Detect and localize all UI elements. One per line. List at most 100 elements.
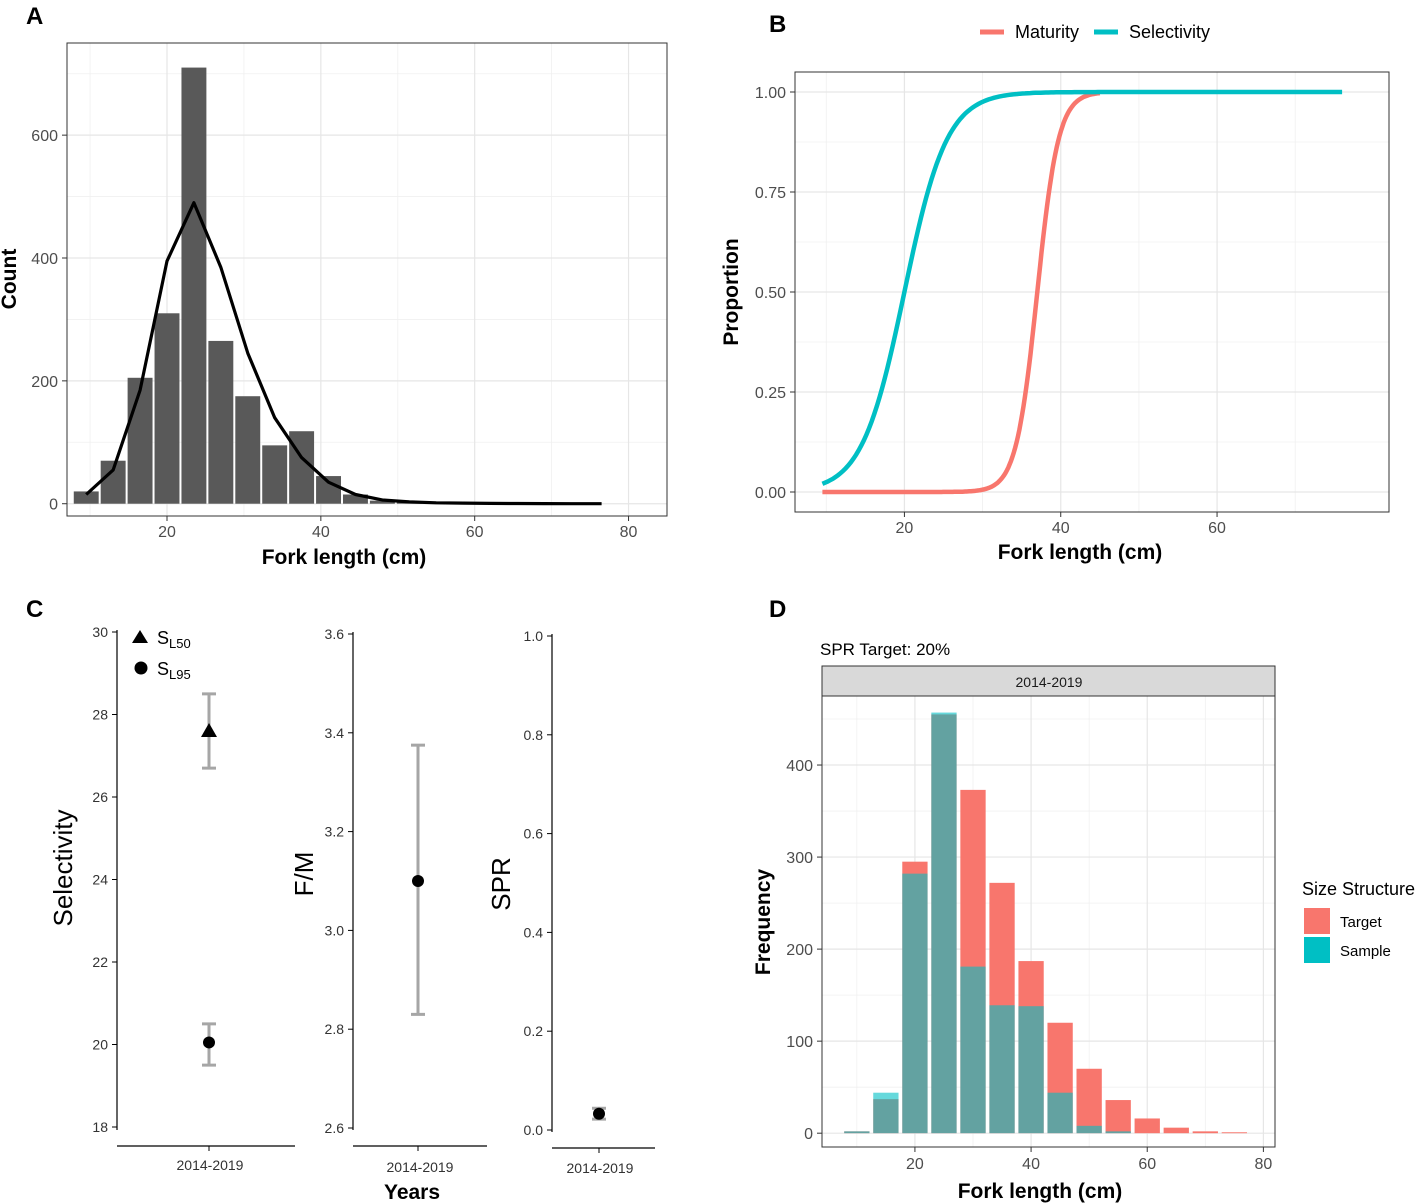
x-tick-label: 40 (312, 524, 330, 541)
y-tick-label: 0.25 (755, 385, 786, 402)
histogram-bar (208, 340, 234, 504)
legend-sample-key (1304, 937, 1330, 963)
histogram-bar (369, 500, 395, 504)
panel-b: Maturity Selectivity 20 40 60 0.00 0.25 0.50 0… (720, 22, 1390, 564)
histogram-bar (73, 491, 99, 504)
x-tick-label: 80 (620, 524, 638, 541)
y-tick-label: 0.2 (524, 1023, 544, 1039)
y-tick-label: 600 (31, 128, 58, 145)
y-tick-label: 3.2 (325, 824, 345, 840)
panel-a-xlabel: Fork length (cm) (262, 546, 427, 569)
y-tick-label: 1.0 (524, 628, 544, 644)
y-tick-label: 28 (92, 707, 108, 723)
sample-bar (989, 1005, 1015, 1134)
c2-points (411, 743, 425, 1016)
x-tick-label: 60 (1138, 1156, 1156, 1173)
panel-d-xlabel: Fork length (cm) (958, 1180, 1123, 1203)
y-tick-label: 2.6 (325, 1120, 345, 1136)
sample-bar (931, 712, 957, 1134)
point-spr (593, 1107, 605, 1120)
y-tick-label: 22 (92, 954, 108, 970)
c2-xlabel: Years (384, 1181, 440, 1203)
legend-target-key (1304, 908, 1330, 934)
y-tick-label: 0.8 (524, 727, 544, 743)
panel-a-border (66, 42, 668, 517)
legend-target-label: Target (1340, 914, 1383, 931)
y-tick-label: 0.50 (755, 285, 786, 302)
legend-sl95-label: SL95 (157, 659, 191, 682)
c1-ylabel: Selectivity (48, 809, 78, 926)
y-tick-label: 0.6 (524, 826, 544, 842)
y-tick-label: 1.00 (755, 85, 786, 102)
c1-ticks: 18 20 22 24 26 28 30 (92, 624, 210, 1151)
target-bar (1163, 1127, 1189, 1134)
legend-sl50-label: SL50 (157, 628, 191, 651)
c3-points (592, 1106, 606, 1121)
sample-bar (1076, 1125, 1102, 1134)
target-bar (1134, 1118, 1160, 1134)
panel-d-legend-title: Size Structure (1302, 879, 1415, 899)
sample-bar (1105, 1131, 1131, 1134)
panel-c-selectivity: 18 20 22 24 26 28 30 2014-2019 Selectivity SL5… (48, 624, 295, 1173)
panel-letter-b: B (769, 11, 786, 38)
y-tick-label: 300 (786, 850, 813, 867)
y-tick-label: 24 (92, 872, 108, 888)
point-fm (412, 875, 424, 887)
histogram-bar (343, 494, 368, 504)
panel-letter-a: A (26, 3, 43, 30)
y-tick-label: 18 (92, 1119, 108, 1135)
panel-b-ticks: 20 40 60 0.00 0.25 0.50 0.75 1.00 (755, 85, 1226, 537)
y-tick-label: 30 (92, 624, 108, 640)
c1-points (201, 692, 217, 1067)
x-tick-label: 20 (896, 520, 914, 537)
panel-c-fm: 2.6 2.8 3.0 3.2 3.4 3.6 2014-2019 Years F/M (289, 626, 487, 1203)
panel-d-border (821, 695, 1276, 1148)
panel-d-title: SPR Target: 20% (820, 640, 950, 659)
y-tick-label: 200 (31, 374, 58, 391)
y-tick-label: 0.00 (755, 485, 786, 502)
c3-ticks: 0.0 0.2 0.4 0.6 0.8 1.0 (524, 628, 600, 1153)
histogram-bar (181, 67, 207, 504)
panel-d-ticks: 20 40 60 80 0 100 200 300 400 (786, 758, 1272, 1173)
sample-bar (1018, 1006, 1044, 1134)
panel-a-ticks: 20 40 60 80 0 200 400 600 (31, 128, 637, 541)
target-bar (1192, 1131, 1218, 1134)
y-tick-label: 20 (92, 1037, 108, 1053)
target-bar (1105, 1100, 1131, 1134)
x-tick-label: 60 (1208, 520, 1226, 537)
panel-d-bars (844, 712, 1247, 1134)
y-tick-label: 0.75 (755, 185, 786, 202)
x-tick-label: 80 (1254, 1156, 1272, 1173)
x-tick-label: 40 (1052, 520, 1070, 537)
point-sl95 (203, 1036, 215, 1049)
y-tick-label: 2.8 (325, 1021, 345, 1037)
panel-letter-c: C (26, 596, 43, 623)
panel-b-maturity-curve (822, 90, 1101, 495)
panel-a: 20 40 60 80 0 200 400 600 Fork length (cm) Coun… (0, 42, 668, 569)
histogram-bar (235, 396, 261, 504)
legend-triangle-marker (132, 630, 148, 643)
x-tick-label: 40 (1022, 1156, 1040, 1173)
sample-bar (844, 1131, 870, 1134)
x-tick-label: 60 (466, 524, 484, 541)
y-tick-label: 3.4 (325, 725, 345, 741)
histogram-bar (154, 313, 180, 504)
panel-b-legend: Maturity Selectivity (980, 22, 1210, 42)
c2-ylabel: F/M (289, 852, 319, 897)
sample-bar (960, 966, 986, 1134)
x-tick-label: 20 (906, 1156, 924, 1173)
y-tick-label: 0 (804, 1126, 813, 1143)
panel-a-ylabel: Count (0, 249, 21, 310)
y-tick-label: 3.6 (325, 626, 345, 642)
c2-xtick-label: 2014-2019 (387, 1159, 454, 1175)
point-sl50 (201, 723, 217, 737)
target-bar (1221, 1132, 1247, 1134)
c1-xtick-label: 2014-2019 (177, 1157, 244, 1173)
panel-b-selectivity-curve (821, 89, 1343, 486)
sample-bar (902, 873, 928, 1134)
y-tick-label: 0.0 (524, 1122, 544, 1138)
y-tick-label: 200 (786, 942, 813, 959)
panel-d-facet-label: 2014-2019 (1016, 674, 1083, 690)
c1-legend: SL50 SL95 (132, 628, 191, 682)
c2-ticks: 2.6 2.8 3.0 3.2 3.4 3.6 (325, 626, 419, 1151)
